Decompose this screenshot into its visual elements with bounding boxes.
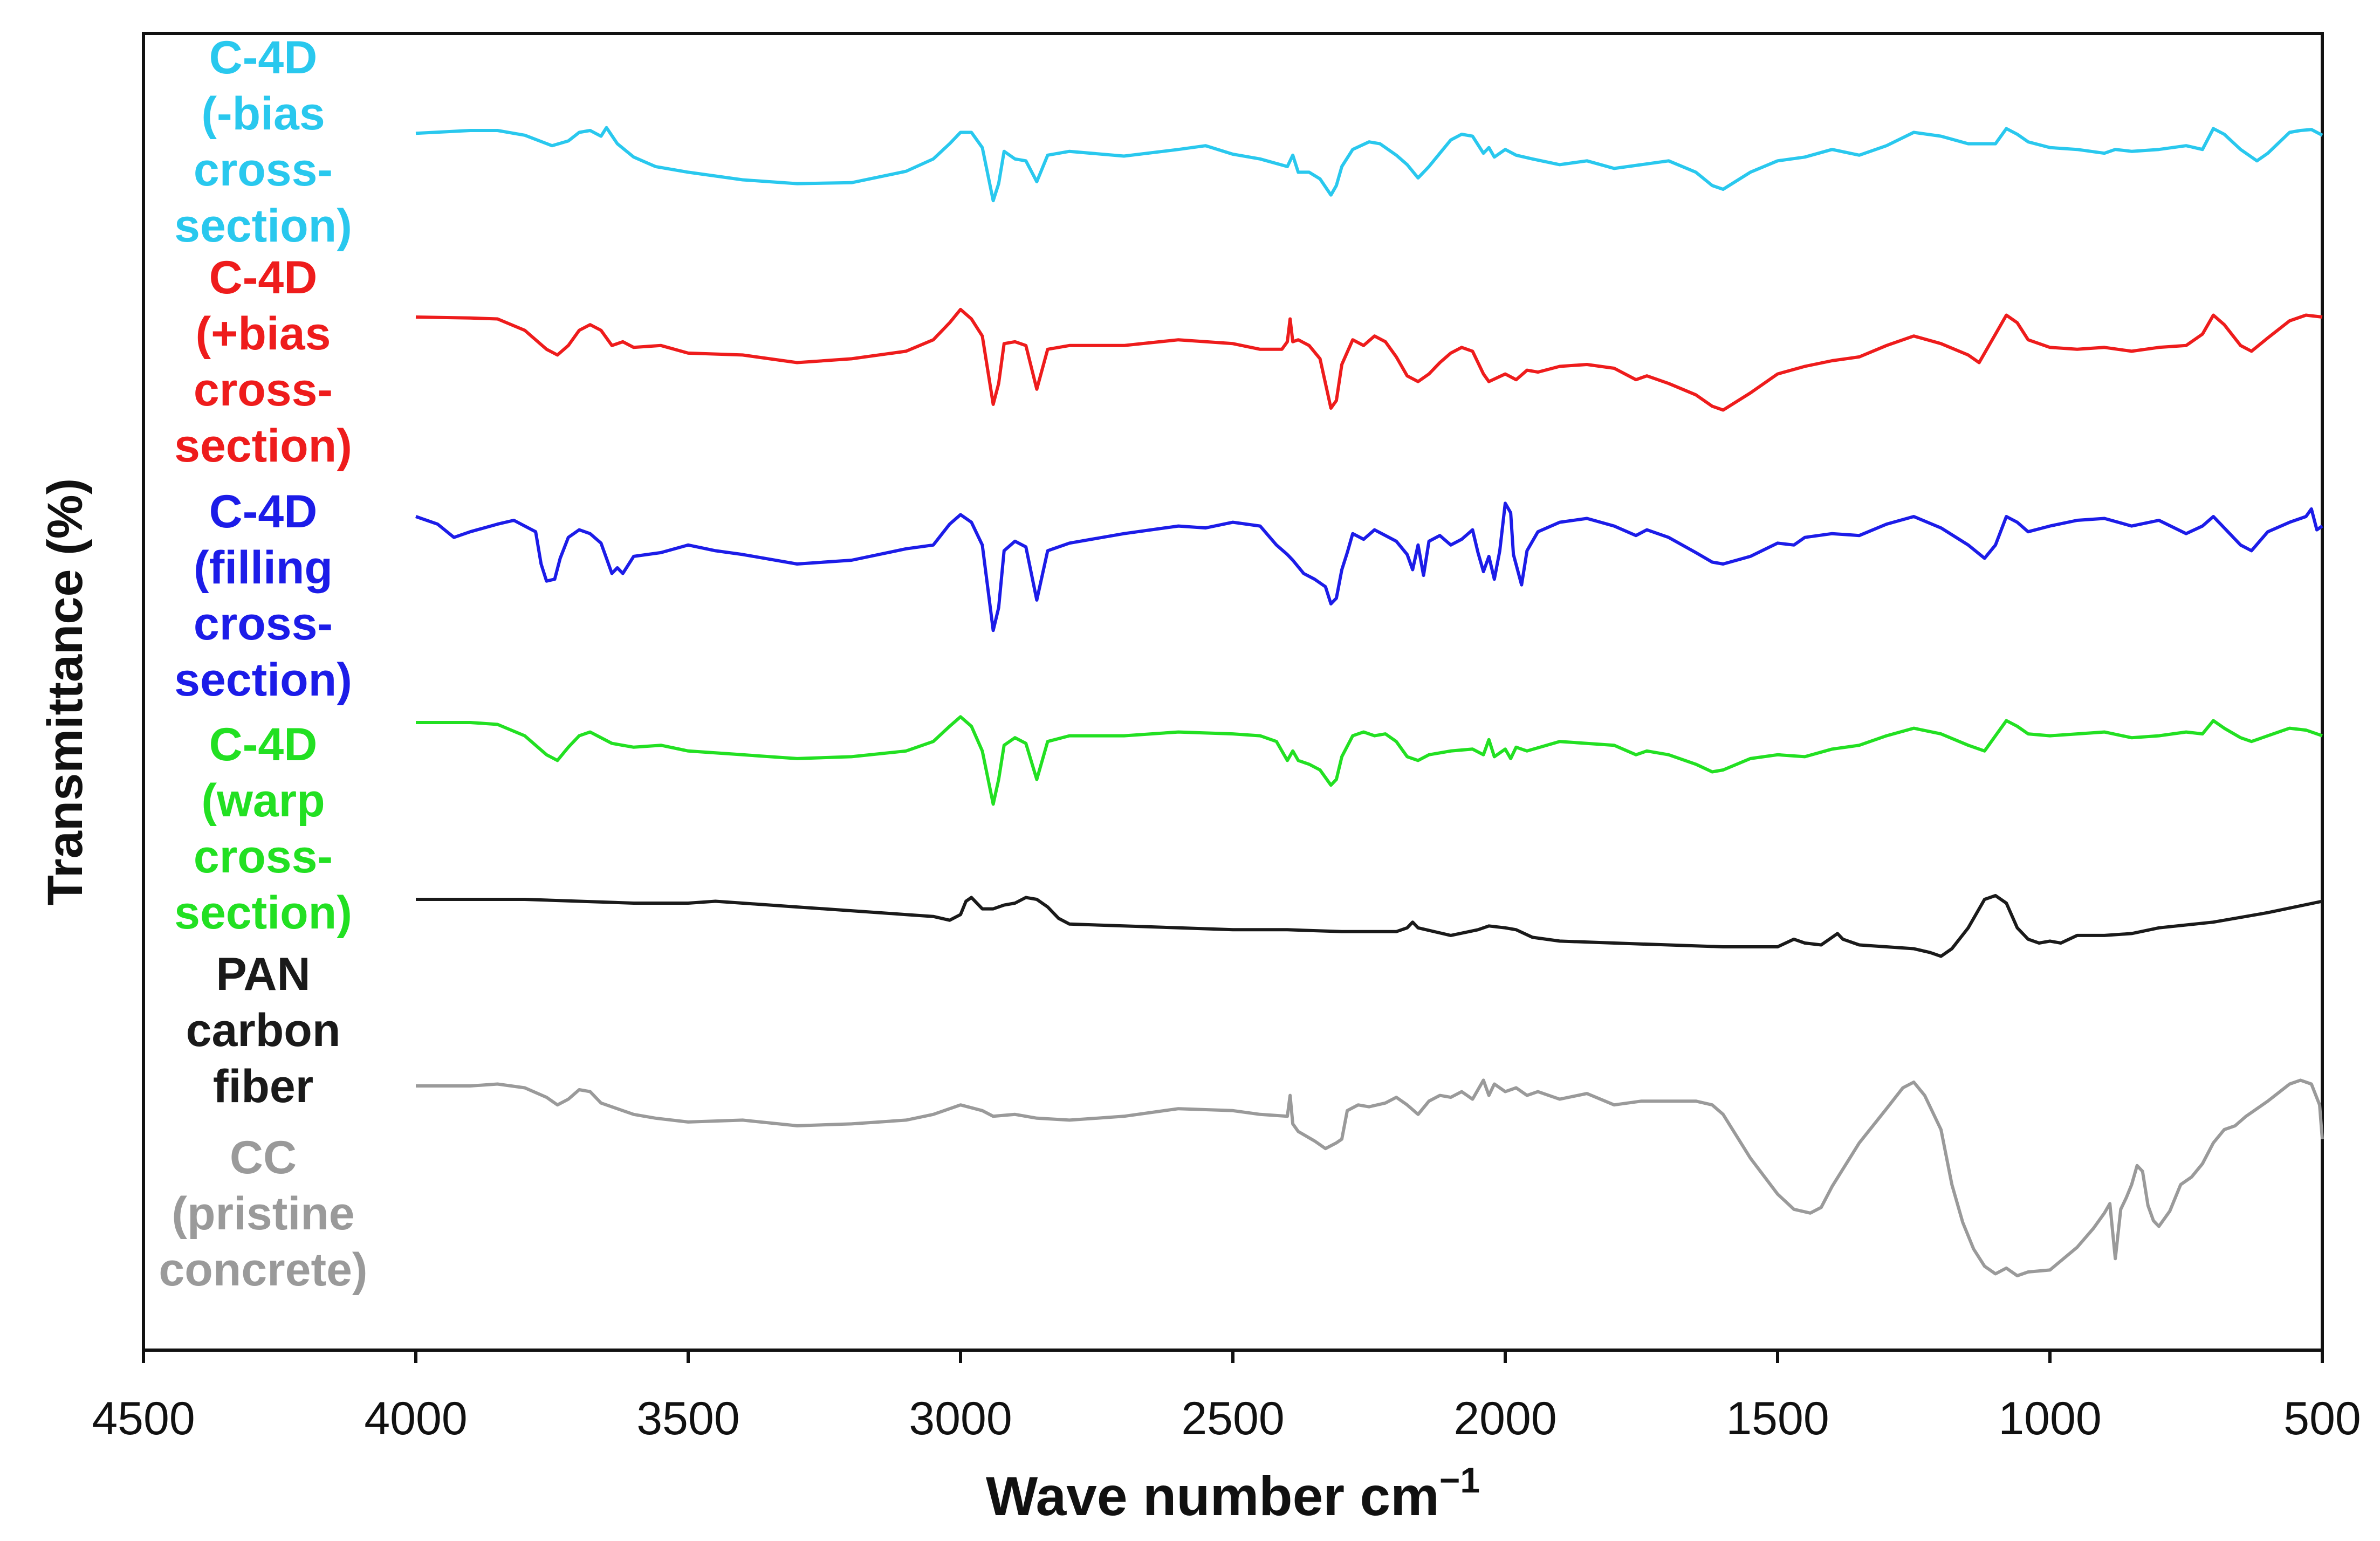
x-tick-label: 1500 — [1726, 1393, 1829, 1444]
series-label-line: fiber — [213, 1061, 313, 1112]
series-label-5: PAN carbon fiber — [186, 948, 341, 1112]
x-tick-label: 3000 — [909, 1393, 1012, 1444]
x-tick-label: 2500 — [1181, 1393, 1284, 1444]
series-labels: C-4D (-bias cross-section)C-4D (+bias cross-… — [159, 32, 367, 1296]
x-axis-label: Wave number cm−1 — [986, 1460, 1480, 1527]
series-label-line: cross- — [194, 144, 333, 196]
x-tick-label: 2000 — [1453, 1393, 1556, 1444]
x-tick-label: 4000 — [364, 1393, 467, 1444]
x-axis: 4500 4000 3500 3000 2500 2000 1500 1000 500 — [92, 1350, 2361, 1444]
series-label-line: CC — [230, 1132, 297, 1184]
x-axis-label-superscript: −1 — [1439, 1460, 1480, 1500]
x-axis-label-text: Wave number cm — [986, 1466, 1439, 1527]
series-label-line: cross- — [194, 364, 333, 416]
series-label-line: C-4D — [209, 32, 318, 84]
series-line-1 — [415, 126, 2323, 203]
y-axis-label: Transmittance (%) — [38, 478, 93, 905]
series-label-1: C-4D (-bias cross-section) — [174, 32, 352, 252]
x-tick-label: 500 — [2283, 1393, 2361, 1444]
x-tick-label: 1000 — [1998, 1393, 2101, 1444]
series-label-4: C-4D (warp cross-section) — [174, 719, 352, 939]
series-label-line: (warp — [201, 775, 325, 827]
series-label-line: section) — [174, 200, 352, 252]
series-label-line: (filling — [194, 542, 333, 594]
series-label-line: C-4D — [209, 486, 318, 538]
series-label-line: (+bias — [196, 308, 331, 360]
series-label-line: concrete) — [159, 1244, 367, 1296]
series-line-6 — [416, 1078, 2324, 1277]
x-tick-label: 4500 — [92, 1393, 195, 1444]
series-line-3 — [415, 501, 2323, 632]
series-label-line: C-4D — [209, 719, 318, 770]
series-label-line: section) — [174, 654, 352, 706]
series-label-line: PAN — [216, 948, 310, 1000]
series-label-line: C-4D — [209, 252, 318, 304]
series-label-2: C-4D (+bias cross-section) — [174, 252, 352, 472]
series-label-6: CC (pristine concrete) — [159, 1132, 367, 1296]
plot-frame — [142, 32, 2324, 1352]
series-line-2 — [415, 307, 2323, 412]
series-label-line: (pristine — [172, 1188, 354, 1240]
series-line-4 — [416, 715, 2323, 806]
series-label-3: C-4D (filling cross-section) — [174, 486, 352, 706]
series-line-5 — [416, 894, 2323, 958]
series-traces — [415, 126, 2324, 1277]
series-label-line: carbon — [186, 1005, 341, 1056]
series-label-line: section) — [174, 887, 352, 939]
series-label-line: cross- — [194, 831, 333, 883]
series-label-line: cross- — [194, 598, 333, 650]
series-label-line: (-bias — [201, 88, 325, 140]
x-tick-label: 3500 — [636, 1393, 739, 1444]
series-label-line: section) — [174, 420, 352, 472]
